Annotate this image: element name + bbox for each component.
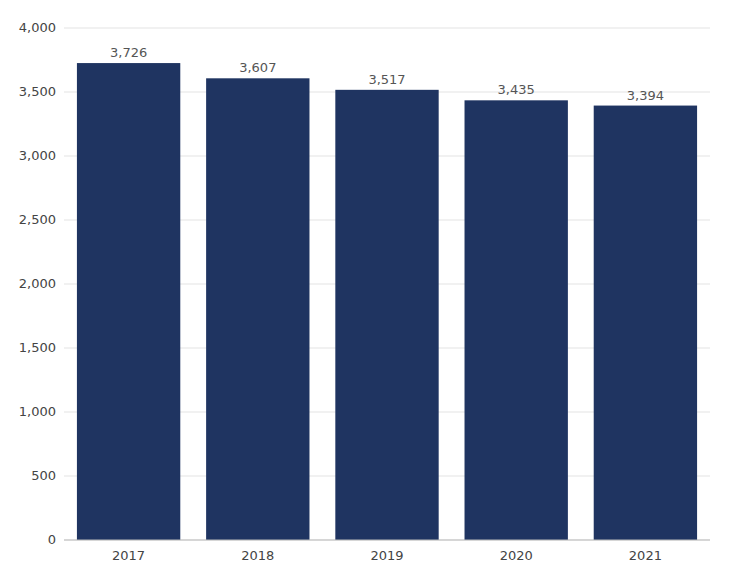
y-tick-label: 1,500 xyxy=(19,340,56,355)
y-tick-label: 1,000 xyxy=(19,404,56,419)
x-tick-label: 2019 xyxy=(370,548,403,563)
bar xyxy=(465,100,568,540)
grid-line xyxy=(64,540,710,541)
x-tick-label: 2018 xyxy=(241,548,274,563)
y-tick-label: 0 xyxy=(48,532,56,547)
y-tick-label: 2,500 xyxy=(19,212,56,227)
y-tick-label: 3,500 xyxy=(19,84,56,99)
x-tick-label: 2020 xyxy=(500,548,533,563)
y-tick-label: 3,000 xyxy=(19,148,56,163)
y-axis: 0 500 1,000 1,500 2,000 2,500 3,000 3,500 4,000 xyxy=(19,20,710,547)
bars xyxy=(77,63,697,540)
x-axis-line xyxy=(64,540,710,541)
y-tick-label: 500 xyxy=(31,468,56,483)
chart: 0 500 1,000 1,500 2,000 2,500 3,000 3,500 4,000 2… xyxy=(0,0,730,588)
data-label: 3,726 xyxy=(110,45,147,60)
bar xyxy=(77,63,180,540)
data-label: 3,435 xyxy=(498,82,535,97)
data-label: 3,607 xyxy=(239,60,276,75)
x-tick-label: 2017 xyxy=(112,548,145,563)
y-tick-label: 4,000 xyxy=(19,20,56,35)
x-tick-label: 2021 xyxy=(629,548,662,563)
data-labels: 3,726 3,607 3,517 3,435 3,394 xyxy=(110,45,664,102)
data-label: 3,394 xyxy=(627,88,664,103)
bar xyxy=(594,106,697,540)
bar xyxy=(335,90,438,540)
chart-container: 0 500 1,000 1,500 2,000 2,500 3,000 3,500 4,000 2… xyxy=(0,0,730,588)
y-tick-label: 2,000 xyxy=(19,276,56,291)
x-axis: 2017 2018 2019 2020 2021 xyxy=(112,548,662,563)
data-label: 3,517 xyxy=(368,72,405,87)
bar xyxy=(206,78,309,540)
grid-line xyxy=(64,28,710,29)
